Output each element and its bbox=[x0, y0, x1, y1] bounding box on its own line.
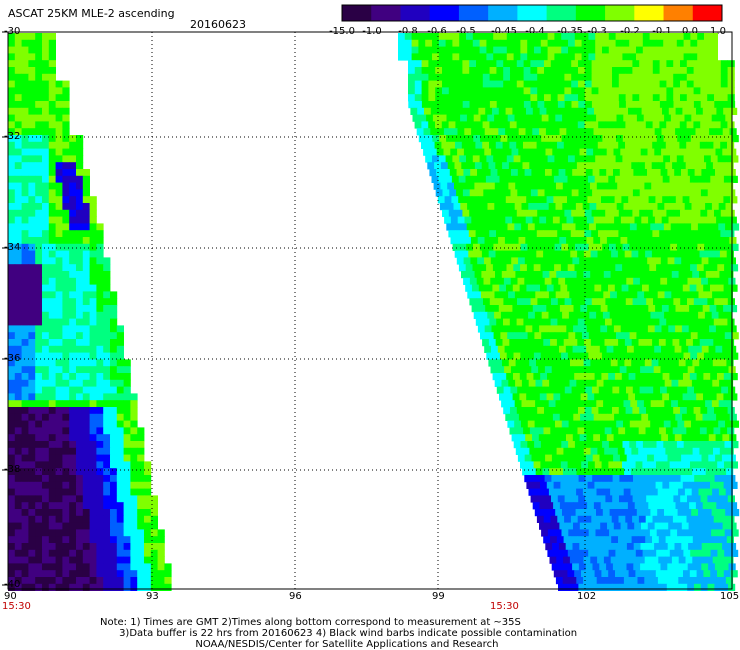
colorbar-swatch bbox=[400, 5, 431, 21]
time-label-right: 15:30 bbox=[490, 601, 519, 612]
time-label-left: 15:30 bbox=[2, 601, 31, 612]
colorbar-swatch bbox=[692, 5, 723, 21]
lon-label-90: 90 bbox=[4, 591, 17, 602]
map-frame bbox=[7, 31, 733, 590]
colorbar-swatch bbox=[458, 5, 489, 21]
lon-label-105: 105 bbox=[720, 591, 740, 602]
colorbar-swatch bbox=[488, 5, 518, 21]
lat-label-40: -40 bbox=[4, 579, 21, 590]
lon-label-93: 93 bbox=[146, 591, 159, 602]
colorbar-swatch bbox=[575, 5, 606, 21]
lat-label-36: -36 bbox=[4, 353, 21, 364]
product-title: ASCAT 25KM MLE-2 ascending bbox=[8, 7, 175, 20]
colorbar-swatch bbox=[517, 5, 548, 21]
note-line-1: Note: 1) Times are GMT 2)Times along bot… bbox=[100, 617, 521, 628]
colorbar-swatch bbox=[634, 5, 665, 21]
lat-label-30: -30 bbox=[4, 26, 21, 37]
lat-label-34: -34 bbox=[4, 242, 21, 253]
colorbar-swatch bbox=[342, 5, 372, 21]
colorbar-swatch bbox=[429, 5, 460, 21]
lat-label-32: -32 bbox=[4, 131, 21, 142]
product-date: 20160623 bbox=[190, 18, 246, 31]
note-line-2: 3)Data buffer is 22 hrs from 20160623 4)… bbox=[100, 628, 578, 639]
swath-cells bbox=[8, 33, 740, 591]
graticule bbox=[8, 32, 732, 589]
colorbar-swatch bbox=[371, 5, 401, 21]
footnotes: Note: 1) Times are GMT 2)Times along bot… bbox=[100, 617, 577, 650]
note-line-3: NOAA/NESDIS/Center for Satellite Applica… bbox=[100, 639, 499, 650]
colorbar-frame bbox=[341, 4, 723, 22]
lon-label-102: 102 bbox=[577, 591, 597, 602]
lat-label-38: -38 bbox=[4, 464, 21, 475]
lon-label-99: 99 bbox=[432, 591, 445, 602]
colorbar-swatch bbox=[663, 5, 694, 21]
lon-label-96: 96 bbox=[289, 591, 302, 602]
colorbar-swatch bbox=[546, 5, 577, 21]
colorbar-swatch bbox=[605, 5, 635, 21]
